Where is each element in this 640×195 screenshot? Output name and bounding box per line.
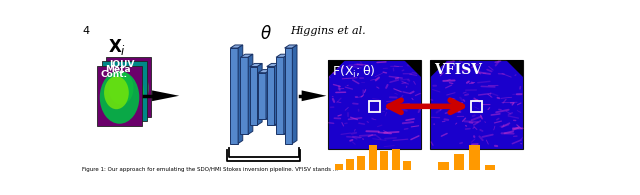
Bar xyxy=(454,154,465,170)
Text: VFISV: VFISV xyxy=(434,63,482,77)
Polygon shape xyxy=(285,45,297,48)
Bar xyxy=(403,161,411,170)
Polygon shape xyxy=(301,90,326,101)
Bar xyxy=(380,151,388,170)
Polygon shape xyxy=(257,63,262,125)
Bar xyxy=(335,164,342,170)
Bar xyxy=(430,60,524,149)
Bar xyxy=(267,66,275,125)
Bar xyxy=(328,60,421,149)
Bar xyxy=(346,159,354,170)
Polygon shape xyxy=(250,63,262,66)
Ellipse shape xyxy=(104,76,129,109)
Text: Higgins et al.: Higgins et al. xyxy=(290,27,366,36)
Polygon shape xyxy=(430,60,447,77)
Bar xyxy=(369,101,380,112)
Text: Figure 1: Our approach for emulating the SDO/HMI Stokes inversion pipeline. VFIS: Figure 1: Our approach for emulating the… xyxy=(83,167,339,172)
Bar xyxy=(392,149,399,170)
Text: IQUV: IQUV xyxy=(109,60,135,69)
Ellipse shape xyxy=(113,67,138,100)
Polygon shape xyxy=(152,90,179,101)
Bar xyxy=(97,66,142,126)
Polygon shape xyxy=(275,63,279,125)
Bar xyxy=(259,73,266,119)
Bar xyxy=(469,145,480,170)
Polygon shape xyxy=(328,60,345,77)
Polygon shape xyxy=(238,45,243,144)
Bar xyxy=(369,145,377,170)
Text: $\mathbf{X}_i$: $\mathbf{X}_i$ xyxy=(108,36,126,57)
Polygon shape xyxy=(276,54,289,57)
Polygon shape xyxy=(404,60,421,77)
Polygon shape xyxy=(248,54,253,134)
Polygon shape xyxy=(292,45,297,144)
Bar xyxy=(106,57,151,117)
Bar xyxy=(230,48,238,144)
Ellipse shape xyxy=(109,62,148,114)
Polygon shape xyxy=(241,54,253,57)
Text: $\theta$: $\theta$ xyxy=(260,25,272,43)
Polygon shape xyxy=(266,70,271,119)
Text: Meta: Meta xyxy=(105,65,131,74)
Bar xyxy=(484,165,495,170)
Ellipse shape xyxy=(109,72,133,105)
Bar xyxy=(276,57,284,134)
Text: Cont.: Cont. xyxy=(100,70,127,79)
Bar xyxy=(241,57,248,134)
Bar xyxy=(358,156,365,170)
Text: $\mathrm{F(X_i;\theta)}$: $\mathrm{F(X_i;\theta)}$ xyxy=(332,63,376,80)
Ellipse shape xyxy=(104,66,144,119)
Polygon shape xyxy=(267,63,279,66)
Bar xyxy=(250,66,257,125)
Polygon shape xyxy=(506,60,524,77)
Bar xyxy=(438,162,449,170)
Text: 4: 4 xyxy=(83,27,90,36)
Bar xyxy=(102,61,147,121)
Ellipse shape xyxy=(100,71,140,124)
Polygon shape xyxy=(259,70,271,73)
Bar xyxy=(472,101,482,112)
Polygon shape xyxy=(284,54,289,134)
Polygon shape xyxy=(230,45,243,48)
Bar xyxy=(285,48,292,144)
